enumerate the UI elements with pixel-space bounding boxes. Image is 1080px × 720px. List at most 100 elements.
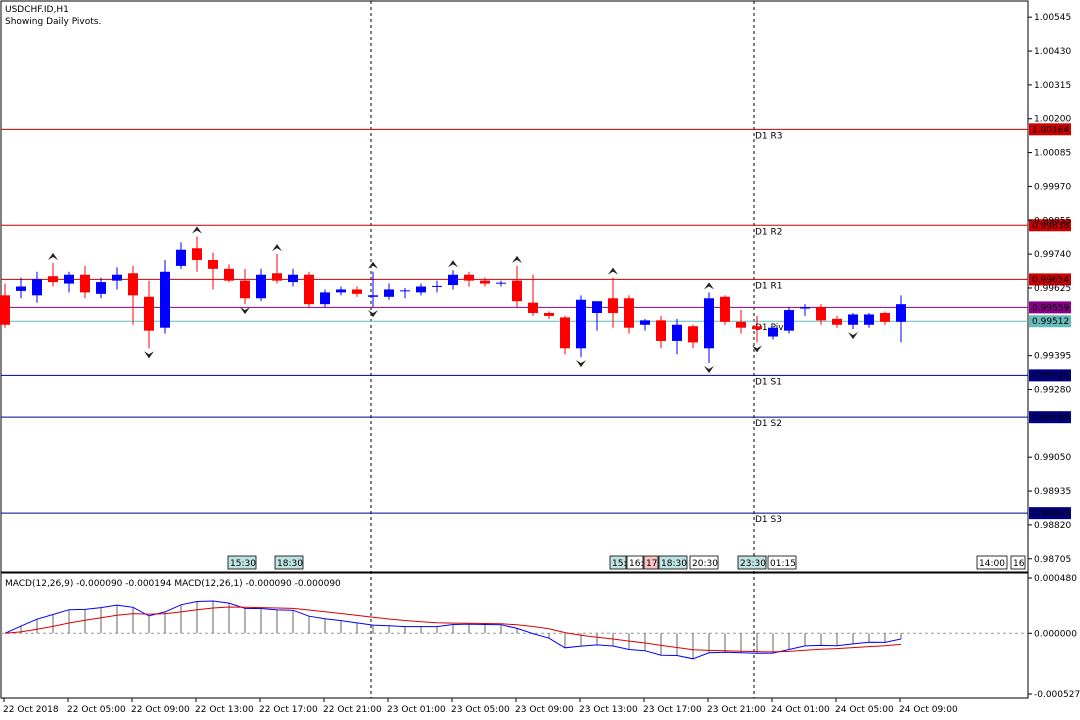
candle-body xyxy=(320,292,330,305)
candle-body xyxy=(368,295,378,297)
candle xyxy=(384,283,394,300)
session-marker: 15:30 xyxy=(227,555,257,570)
fractal-up-icon xyxy=(272,244,282,252)
fractal-up-icon xyxy=(368,261,378,269)
session-marker-box xyxy=(767,555,797,570)
session-marker-text: 18:30 xyxy=(661,559,687,569)
price-tick-label: 0.99395 xyxy=(1034,352,1071,362)
price-tick-label: 0.99625 xyxy=(1034,284,1071,294)
time-tick-label: 23 Oct 21:00 xyxy=(707,705,766,715)
pivot-label-s1: D1 S1 xyxy=(755,377,782,387)
candle xyxy=(16,277,26,299)
candle xyxy=(32,271,42,303)
symbol-title: USDCHF.ID,H1 xyxy=(5,5,69,15)
price-axis: 1.00545 1.00430 1.00315 1.00200 1.00085 0.999… xyxy=(1028,13,1071,565)
price-tick-label: 0.99050 xyxy=(1034,453,1071,463)
candle-body xyxy=(192,248,202,261)
candle xyxy=(768,327,778,340)
candle xyxy=(496,280,506,287)
price-tick-label: 1.00200 xyxy=(1034,115,1071,125)
session-marker-box xyxy=(626,555,644,570)
candle-body xyxy=(880,312,890,322)
fractal-up-icon xyxy=(48,252,58,260)
candle-body xyxy=(208,260,218,269)
candle-body xyxy=(240,280,250,299)
candle xyxy=(816,304,826,325)
price-tick-label: 0.98820 xyxy=(1034,521,1071,531)
candle-body xyxy=(800,307,810,309)
candle xyxy=(112,267,122,290)
candle xyxy=(288,268,298,287)
session-marker-box xyxy=(1010,555,1026,570)
session-marker: 18:30 xyxy=(658,555,688,570)
candle xyxy=(64,271,74,293)
price-tag-text-r2: 0.99838 xyxy=(1032,221,1069,231)
candle xyxy=(720,295,730,325)
time-axis: 22 Oct 2018 22 Oct 05:00 22 Oct 09:00 22 Oc… xyxy=(3,698,958,715)
price-tick-label: 1.00085 xyxy=(1034,149,1071,159)
session-marker-text: 15:30 xyxy=(230,559,256,569)
pivot-label-r3: D1 R3 xyxy=(755,131,783,141)
candle xyxy=(208,252,218,290)
session-marker-box xyxy=(227,555,257,570)
session-marker: 17: xyxy=(643,555,660,570)
session-marker-text: 18:30 xyxy=(277,559,303,569)
candle xyxy=(528,274,538,316)
candle xyxy=(144,280,154,349)
candle-body xyxy=(736,321,746,328)
candle-body xyxy=(816,307,826,321)
candle-body xyxy=(464,274,474,281)
candle-body xyxy=(304,274,314,305)
candle xyxy=(352,286,362,297)
price-tag-r2 xyxy=(1029,219,1071,232)
candle-body xyxy=(752,326,762,330)
price-tag-ma xyxy=(1029,301,1071,314)
macd-tick-label: 0.000000 xyxy=(1034,629,1077,639)
candle-body xyxy=(480,280,490,284)
candle-body xyxy=(608,298,618,313)
candle xyxy=(512,265,522,308)
candle xyxy=(832,315,842,328)
price-grid xyxy=(370,1,755,698)
candle-body xyxy=(112,274,122,281)
candle-body xyxy=(640,320,650,325)
candle xyxy=(864,312,874,328)
session-marker-box xyxy=(274,555,304,570)
price-tag-r1 xyxy=(1029,273,1071,286)
candle xyxy=(0,283,10,328)
session-marker: 20:30 xyxy=(689,555,719,570)
macd-panel[interactable] xyxy=(0,572,1029,699)
candle xyxy=(272,254,282,284)
price-tick-label: 0.98935 xyxy=(1034,487,1071,497)
candle-body xyxy=(384,289,394,297)
candle xyxy=(704,292,714,364)
price-tag-s2 xyxy=(1029,411,1071,424)
candle-body xyxy=(256,274,266,299)
macd-indicator: 0.000480 0.000000 -0.000527 xyxy=(1,574,1080,700)
candle-body xyxy=(848,314,858,325)
pivot-label-r1: D1 R1 xyxy=(755,281,783,291)
candle-body xyxy=(224,268,234,281)
candle xyxy=(48,262,58,287)
price-tick-label: 0.99855 xyxy=(1034,216,1071,226)
fractal-down-icon xyxy=(240,307,250,315)
candle-body xyxy=(560,317,570,349)
session-marker: 15: xyxy=(609,555,626,570)
candle xyxy=(80,265,90,299)
candle xyxy=(192,236,202,272)
candle xyxy=(448,270,458,290)
candle-body xyxy=(288,274,298,283)
macd-tick-label: 0.000480 xyxy=(1034,574,1077,584)
candle-body xyxy=(48,276,58,283)
price-tag-r3 xyxy=(1029,123,1071,136)
candle xyxy=(128,265,138,325)
candle xyxy=(576,295,586,358)
candle xyxy=(800,304,810,316)
time-tick-label: 22 Oct 05:00 xyxy=(67,705,126,715)
time-tick-label: 23 Oct 01:00 xyxy=(387,705,446,715)
candle xyxy=(224,264,234,283)
session-marker-text: 17: xyxy=(646,559,660,569)
candle xyxy=(336,286,346,296)
